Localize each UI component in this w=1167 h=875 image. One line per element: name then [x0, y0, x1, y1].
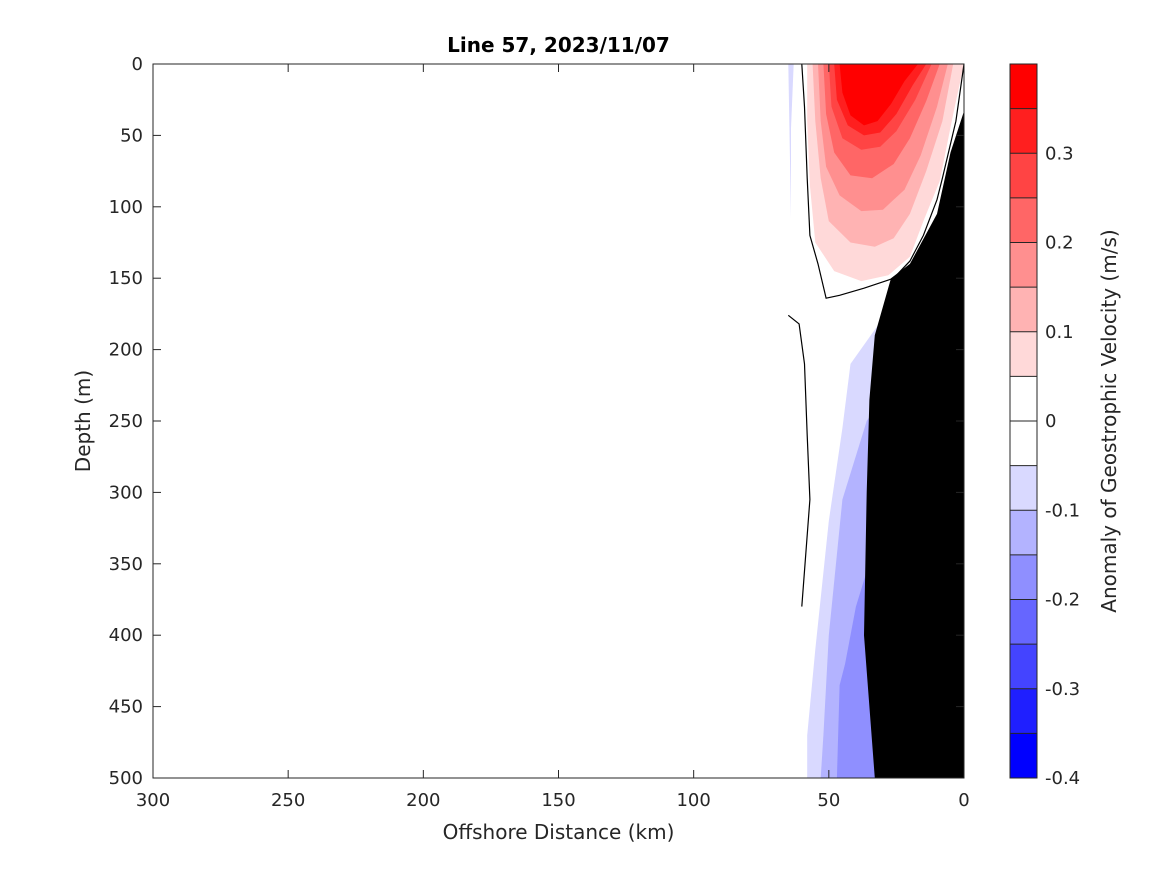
zero-contour-0	[801, 64, 964, 299]
colorbar-swatch-4	[1010, 554, 1037, 600]
x-tick-label: 200	[406, 790, 440, 811]
colorbar-swatch-13	[1010, 153, 1037, 198]
y-tick-label: 400	[109, 625, 143, 646]
colorbar-swatch-0	[1010, 733, 1037, 778]
x-axis: 300 250 200 150 100 50 0	[136, 64, 970, 811]
y-tick-label: 150	[109, 268, 143, 289]
y-tick-label: 250	[109, 411, 143, 432]
colorbar-tick-label: 0.3	[1045, 143, 1074, 164]
y-tick-label: 350	[109, 554, 143, 575]
y-tick-label: 200	[109, 340, 143, 361]
zero-contour-1	[787, 314, 811, 607]
y-tick-label: 500	[109, 768, 143, 789]
y-axis-title: Depth (m)	[71, 370, 95, 472]
y-tick-label: 50	[120, 125, 143, 146]
colorbar-tick-label: -0.4	[1045, 768, 1080, 789]
colorbar-swatch-15	[1010, 64, 1037, 109]
negative-sliver-region	[788, 64, 794, 219]
colorbar-tick-label: -0.2	[1045, 590, 1080, 611]
colorbar: -0.4 -0.3 -0.2 -0.1 0 0.1 0.2 0.3	[1009, 63, 1080, 789]
colorbar-swatch-6	[1010, 465, 1037, 511]
contour-region-9	[839, 64, 918, 126]
bathymetry-layer	[864, 111, 964, 778]
colorbar-swatch-11	[1010, 242, 1037, 288]
x-axis-title: Offshore Distance (km)	[443, 820, 675, 844]
colorbar-tick-label: -0.1	[1045, 500, 1080, 521]
y-tick-label: 300	[109, 482, 143, 503]
colorbar-swatch-10	[1010, 287, 1037, 332]
colorbar-swatch-5	[1010, 510, 1037, 555]
colorbar-tick-label: -0.3	[1045, 679, 1080, 700]
y-axis: 0 50 100 150 200 250 300 350 400 450 500	[109, 54, 964, 789]
colorbar-swatch-8	[1010, 376, 1037, 421]
colorbar-title: Anomaly of Geostrophic Velocity (m/s)	[1097, 229, 1121, 612]
colorbar-swatch-7	[1010, 421, 1037, 466]
colorbar-swatch-2	[1010, 644, 1037, 689]
x-tick-label: 250	[271, 790, 305, 811]
colorbar-swatch-14	[1010, 108, 1037, 154]
x-tick-label: 50	[817, 790, 840, 811]
x-tick-label: 300	[136, 790, 170, 811]
colorbar-swatch-1	[1010, 688, 1037, 734]
y-tick-label: 100	[109, 197, 143, 218]
colorbar-swatch-12	[1010, 197, 1037, 243]
colorbar-tick-label: 0	[1045, 411, 1056, 432]
chart-title: Line 57, 2023/11/07	[447, 33, 670, 57]
y-tick-label: 0	[132, 54, 143, 75]
bathymetry-mask	[864, 111, 964, 778]
colorbar-frame	[1009, 63, 1038, 779]
y-tick-label: 450	[109, 697, 143, 718]
x-tick-label: 150	[541, 790, 575, 811]
colorbar-tick-label: 0.2	[1045, 233, 1074, 254]
x-tick-label: 100	[676, 790, 710, 811]
colorbar-tick-label: 0.1	[1045, 322, 1074, 343]
colorbar-swatch-3	[1010, 599, 1037, 645]
x-tick-label: 0	[958, 790, 969, 811]
colorbar-swatch-9	[1010, 331, 1037, 377]
zero-contour-lines	[787, 64, 964, 607]
